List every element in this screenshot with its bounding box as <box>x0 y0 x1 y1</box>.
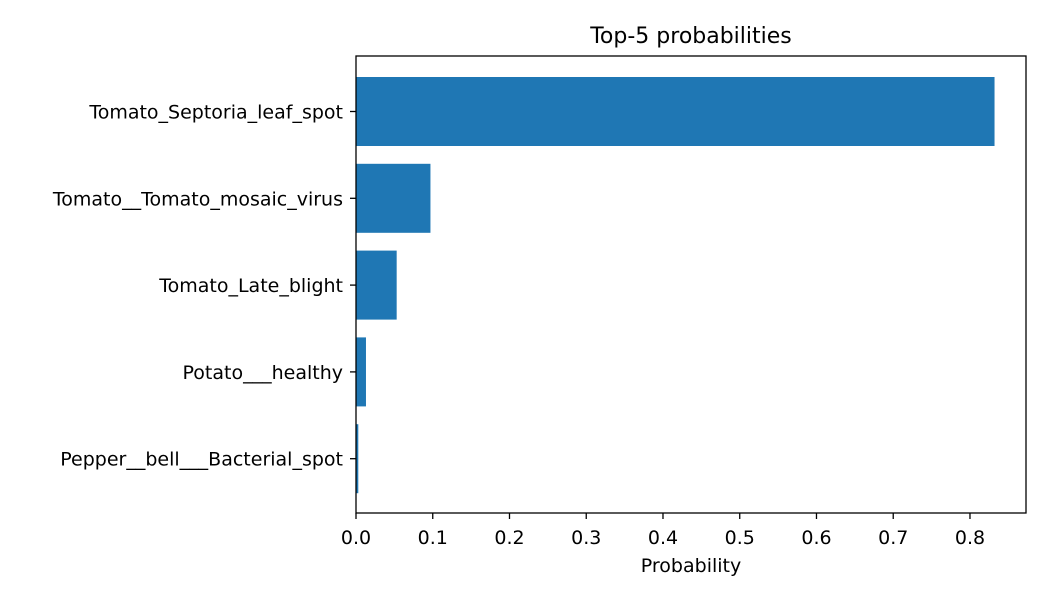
x-tick-label-5: 0.5 <box>725 527 755 549</box>
plot-frame <box>355 55 1027 514</box>
x-axis-ticks: 0.0 0.1 0.2 0.3 0.4 0.5 0.6 0.7 0.8 <box>341 513 985 549</box>
y-tick-label-4: Pepper__bell___Bacterial_spot <box>60 449 343 471</box>
bars-group <box>356 77 995 494</box>
x-tick-label-6: 0.6 <box>801 527 831 549</box>
bar-0 <box>356 77 995 146</box>
x-tick-label-3: 0.3 <box>571 527 601 549</box>
y-tick-label-1: Tomato__Tomato_mosaic_virus <box>52 188 343 210</box>
chart-title: Top-5 probabilities <box>589 24 792 49</box>
x-tick-label-7: 0.7 <box>878 527 908 549</box>
y-tick-label-3: Potato___healthy <box>183 362 343 384</box>
bar-4 <box>356 424 359 494</box>
bar-2 <box>356 250 397 320</box>
y-axis-ticks: Tomato_Septoria_leaf_spot Tomato__Tomato_… <box>52 102 356 471</box>
x-tick-label-8: 0.8 <box>955 527 985 549</box>
x-axis-label: Probability <box>641 555 741 577</box>
x-tick-label-1: 0.1 <box>418 527 448 549</box>
bar-3 <box>356 337 366 407</box>
x-tick-label-4: 0.4 <box>648 527 678 549</box>
y-tick-label-0: Tomato_Septoria_leaf_spot <box>88 102 343 124</box>
bar-1 <box>356 163 431 233</box>
y-tick-label-2: Tomato_Late_blight <box>158 275 343 297</box>
x-tick-label-0: 0.0 <box>341 527 371 549</box>
x-tick-label-2: 0.2 <box>494 527 524 549</box>
